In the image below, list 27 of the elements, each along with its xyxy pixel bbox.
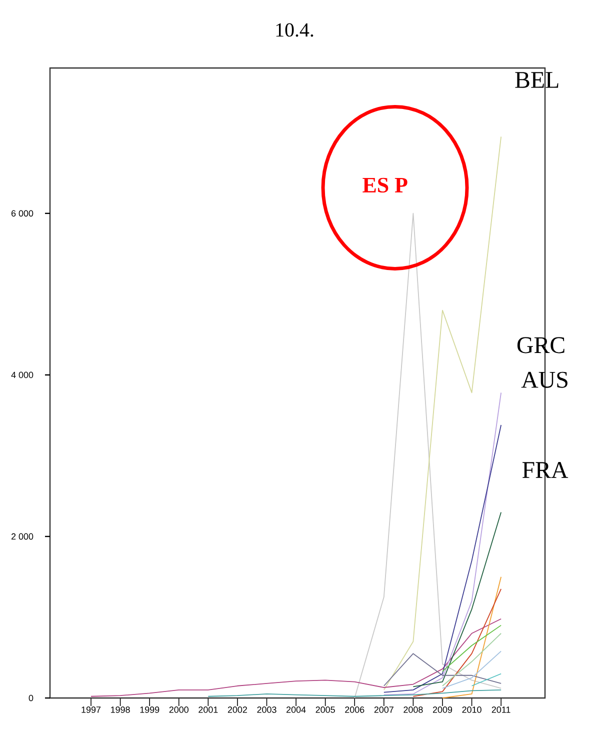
chart-title: 10.4.: [276, 23, 314, 37]
x-tick-label: 2002: [228, 706, 247, 713]
line-series: [383, 653, 502, 686]
x-tick-label: 2007: [374, 706, 394, 713]
y-tick-label: 0: [28, 694, 34, 702]
x-tick-label: 2008: [404, 706, 423, 713]
x-tick-label: 1999: [140, 706, 160, 713]
x-tick-label: 2000: [169, 706, 188, 713]
x-tick-label: 2011: [492, 706, 510, 713]
line-series: [412, 512, 502, 688]
x-tick-label: 2009: [432, 706, 452, 713]
line-series: [90, 618, 502, 697]
line-series: [208, 689, 502, 697]
y-tick-label: 6 000: [12, 210, 34, 217]
x-tick-label: 2003: [257, 706, 276, 713]
x-tick-label: 1997: [82, 706, 101, 713]
y-tick-label: 2 000: [12, 533, 34, 540]
x-tick-label: 2001: [198, 706, 218, 713]
y-tick-label: 4 000: [11, 372, 34, 378]
x-tick-label: 1998: [111, 706, 130, 713]
x-tick-label: 2005: [316, 706, 335, 713]
line-series: [354, 212, 502, 698]
line-series: [412, 588, 502, 697]
x-tick-label: 2006: [345, 706, 364, 713]
x-tick-label: 2004: [286, 706, 306, 713]
x-tick-label: 2010: [462, 706, 482, 713]
annotation: ES P: [362, 178, 408, 193]
